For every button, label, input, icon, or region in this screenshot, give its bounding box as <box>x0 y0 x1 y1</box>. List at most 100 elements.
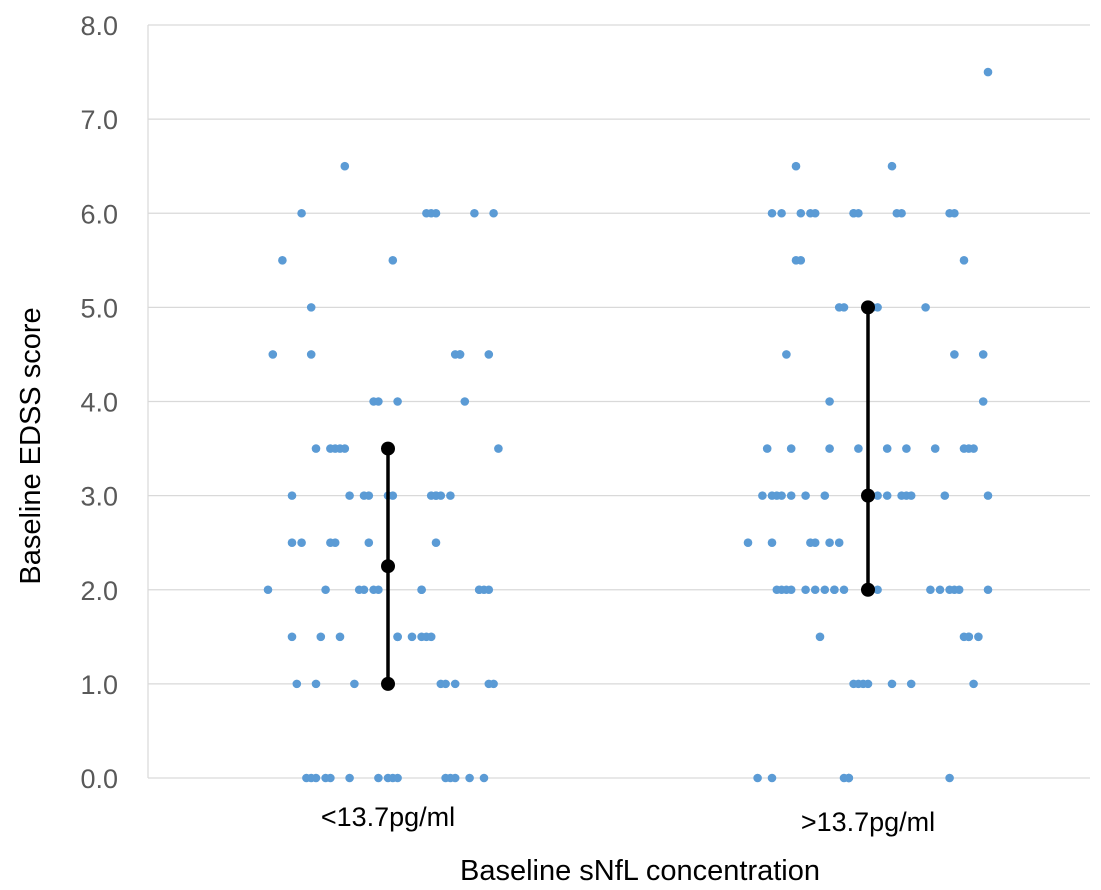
data-point <box>863 679 873 689</box>
data-point <box>887 679 897 689</box>
y-tick-label: 5.0 <box>80 293 118 323</box>
data-point <box>945 773 954 783</box>
data-point <box>873 303 882 312</box>
y-tick-label: 2.0 <box>80 576 118 606</box>
data-point <box>825 538 834 547</box>
summary-markers <box>381 300 875 691</box>
data-point <box>450 679 460 689</box>
data-point <box>964 632 974 642</box>
data-points <box>263 67 993 783</box>
data-point <box>839 585 849 595</box>
x-category-label: <13.7pg/ml <box>321 802 455 832</box>
data-point <box>426 632 436 642</box>
data-point <box>801 491 810 500</box>
data-point <box>930 444 940 453</box>
data-point <box>854 444 863 453</box>
data-point <box>906 491 916 500</box>
x-axis-title: Baseline sNfL concentration <box>460 855 820 887</box>
data-point <box>311 679 321 689</box>
data-point <box>743 538 753 547</box>
data-point <box>978 350 988 359</box>
data-point <box>297 208 306 218</box>
data-point <box>436 491 446 500</box>
data-point <box>340 444 350 453</box>
y-tick-label: 6.0 <box>80 199 118 229</box>
data-point <box>786 491 796 500</box>
data-point <box>974 632 983 642</box>
data-point <box>465 773 474 783</box>
y-tick-label: 0.0 <box>80 764 118 794</box>
x-category-label: >13.7pg/ml <box>801 807 935 837</box>
data-point <box>350 679 359 689</box>
data-point <box>393 397 402 406</box>
data-point <box>263 585 273 595</box>
data-point <box>959 256 969 265</box>
data-point <box>777 208 786 218</box>
data-point <box>753 773 762 783</box>
data-point <box>834 538 844 547</box>
data-point <box>330 538 340 547</box>
data-point <box>374 397 383 406</box>
data-point <box>839 303 849 312</box>
data-point <box>311 444 321 453</box>
data-point <box>340 161 350 171</box>
data-point <box>374 773 383 783</box>
data-point <box>345 773 354 783</box>
data-point <box>796 208 806 218</box>
data-point <box>278 256 287 265</box>
data-point <box>306 350 316 359</box>
data-point <box>455 350 465 359</box>
data-point <box>830 585 839 595</box>
data-point <box>777 491 786 500</box>
data-point <box>287 491 297 500</box>
data-point <box>407 632 417 642</box>
data-point <box>345 491 354 500</box>
data-point <box>801 585 810 595</box>
data-point <box>297 538 306 547</box>
data-point <box>306 303 316 312</box>
data-point <box>762 444 772 453</box>
data-point <box>978 397 988 406</box>
data-point <box>287 632 297 642</box>
data-point <box>479 773 489 783</box>
data-point <box>873 585 882 595</box>
gridlines <box>147 24 1090 779</box>
data-point <box>854 208 863 218</box>
data-point <box>940 491 950 500</box>
data-point <box>287 538 297 547</box>
data-point <box>489 679 498 689</box>
data-point <box>825 444 834 453</box>
data-point <box>393 632 402 642</box>
data-point <box>815 632 825 642</box>
data-point <box>791 161 801 171</box>
data-point <box>820 491 830 500</box>
data-point <box>268 350 278 359</box>
data-point <box>954 585 964 595</box>
data-point <box>969 444 978 453</box>
data-point <box>494 444 503 453</box>
data-point <box>326 773 335 783</box>
data-point <box>388 491 398 500</box>
data-point <box>825 397 834 406</box>
data-point <box>820 585 830 595</box>
data-point <box>446 491 455 500</box>
data-point <box>364 491 374 500</box>
data-point <box>292 679 302 689</box>
data-point <box>441 679 450 689</box>
data-point <box>374 585 383 595</box>
data-point <box>810 538 820 547</box>
data-point <box>393 773 402 783</box>
data-point <box>882 491 892 500</box>
data-point <box>758 491 767 500</box>
data-point <box>767 773 777 783</box>
data-point <box>460 397 470 406</box>
data-point <box>983 67 993 77</box>
data-point <box>882 444 892 453</box>
category-labels: <13.7pg/ml >13.7pg/ml <box>321 802 935 837</box>
median-marker <box>861 488 875 503</box>
data-point <box>983 491 993 500</box>
data-point <box>316 632 326 642</box>
data-point <box>417 585 426 595</box>
data-point <box>796 256 806 265</box>
